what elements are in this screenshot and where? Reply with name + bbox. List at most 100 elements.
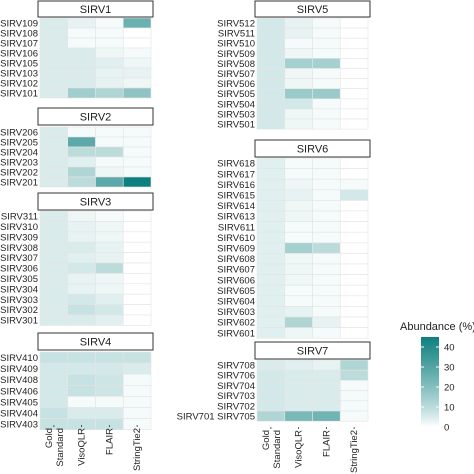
column-label: StringTie2	[349, 430, 360, 473]
heatmap-cell	[39, 27, 69, 39]
column-label: GoldStandard	[261, 430, 283, 469]
row-label: SIRV103	[0, 68, 38, 79]
facet-strip	[37, 332, 154, 351]
heatmap-cell	[122, 241, 152, 253]
column-label-line: FLAIR	[104, 428, 115, 455]
legend-colorbar	[421, 337, 439, 427]
heatmap-cell	[312, 274, 341, 286]
heatmap-cell	[67, 27, 96, 39]
heatmap-cell	[95, 146, 124, 158]
column-label-line: FLAIR	[321, 430, 332, 457]
facet-title: SIRV6	[297, 144, 329, 156]
heatmap-cell	[339, 108, 369, 120]
row-label: SIRV405	[0, 397, 38, 408]
row-label: SIRV602	[217, 318, 255, 329]
heatmap-cell	[284, 68, 313, 79]
heatmap-cell	[39, 231, 69, 243]
heatmap-cell	[122, 47, 152, 59]
row-label: SIRV512	[217, 18, 255, 29]
heatmap-cell	[339, 231, 369, 244]
heatmap-cell	[122, 252, 152, 264]
row-label: SIRV510	[217, 39, 255, 50]
heatmap-cell	[312, 231, 341, 244]
heatmap-cell	[339, 410, 369, 422]
heatmap-cell	[312, 242, 341, 254]
heatmap-cell	[312, 178, 341, 191]
heatmap-cell	[122, 351, 152, 364]
heatmap-cell	[284, 200, 313, 212]
heatmap-cell	[312, 58, 341, 69]
heatmap-cell	[339, 359, 369, 371]
column-label: FLAIR	[321, 430, 332, 457]
row-label: SIRV306	[0, 264, 38, 275]
facet-sirv4: SIRV4 SIRV410SIRV409SIRV408SIRV406SIRV405…	[0, 332, 154, 431]
heatmap-cell	[67, 252, 96, 264]
heatmap-cell	[67, 273, 96, 285]
heatmap-cell	[39, 37, 69, 49]
legend-tick-label: 30	[444, 363, 455, 374]
heatmap-cell	[312, 221, 341, 233]
row-label: SIRV505	[217, 89, 255, 100]
heatmap-cell	[122, 156, 152, 168]
facet-strip	[254, 341, 371, 360]
heatmap-cell	[122, 221, 152, 233]
facet-strip	[37, 192, 154, 211]
heatmap-cell	[67, 156, 96, 168]
facet-title: SIRV5	[297, 4, 329, 16]
heatmap-cell	[339, 306, 369, 318]
heatmap-cell	[339, 157, 369, 169]
legend-tick-label: 40	[444, 343, 455, 354]
row-label: SIRV605	[217, 286, 255, 297]
facet-strip	[254, 139, 371, 158]
heatmap-cell	[256, 316, 286, 328]
row-label: SIRV409	[0, 364, 38, 375]
heatmap-cell	[67, 57, 96, 69]
heatmap-cell	[67, 17, 96, 29]
heatmap-cell	[339, 47, 369, 59]
row-label: SIRV508	[217, 59, 255, 70]
heatmap-cell	[256, 68, 286, 79]
heatmap-cell	[339, 316, 369, 328]
heatmap-cell	[339, 118, 369, 130]
heatmap-cell	[284, 400, 313, 412]
heatmap-cell	[256, 210, 286, 222]
heatmap-cell	[39, 384, 69, 397]
heatmap-cell	[284, 118, 313, 130]
heatmap-cell	[284, 17, 313, 29]
facet-sirv1: SIRV1 SIRV109SIRV108SIRV107SIRV106SIRV105…	[0, 0, 154, 99]
heatmap-cell	[67, 373, 96, 386]
heatmap-cell	[95, 87, 124, 99]
row-label: SIRV102	[0, 78, 38, 89]
heatmap-cell	[95, 351, 124, 364]
heatmap-cell	[122, 293, 152, 305]
heatmap-cell	[339, 78, 369, 89]
heatmap-cell	[39, 314, 69, 326]
heatmap-cell	[284, 242, 313, 254]
heatmap-cell	[284, 37, 313, 49]
heatmap-cell	[122, 314, 152, 326]
heatmap-cell	[284, 359, 313, 371]
heatmap-cell	[95, 273, 124, 285]
heatmap-cell	[39, 47, 69, 59]
heatmap-cell	[339, 168, 369, 180]
heatmap-cell	[256, 400, 286, 412]
heatmap-cell	[284, 210, 313, 222]
row-label: SIRV614	[217, 201, 255, 212]
row-label: SIRV410	[0, 353, 38, 364]
heatmap-cell	[284, 316, 313, 328]
heatmap-cell	[95, 67, 124, 79]
heatmap-cell	[256, 118, 286, 130]
heatmap-cell	[339, 242, 369, 254]
row-label: SIRV613	[217, 212, 255, 223]
heatmap-cell	[95, 77, 124, 89]
heatmap-cell	[39, 87, 69, 99]
heatmap-cell	[67, 231, 96, 243]
heatmap-cell	[95, 362, 124, 375]
heatmap-cell	[39, 221, 69, 233]
heatmap-cell	[284, 178, 313, 191]
heatmap-cell	[95, 37, 124, 49]
heatmap-cell	[312, 108, 341, 120]
heatmap-cell	[312, 210, 341, 222]
facet-title: SIRV3	[80, 197, 112, 209]
row-label: SIRV108	[0, 28, 38, 39]
